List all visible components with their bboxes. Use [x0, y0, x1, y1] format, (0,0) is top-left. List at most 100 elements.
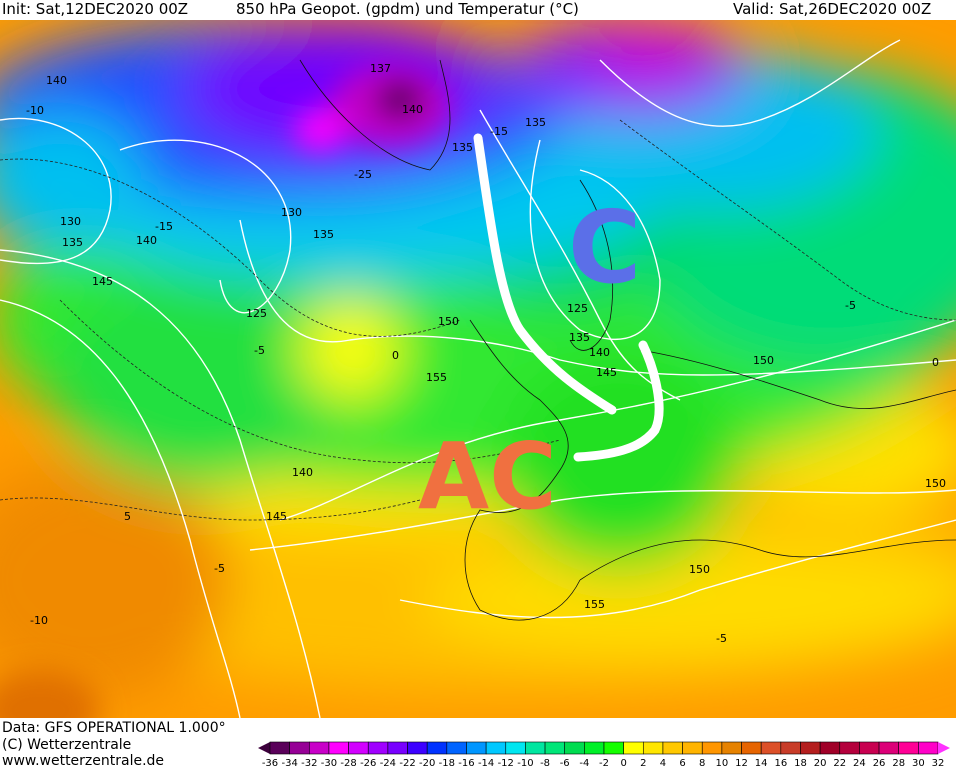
geopotential-contours	[0, 39, 956, 718]
temperature-label: -5	[716, 632, 727, 645]
colorbar-swatch	[426, 741, 448, 755]
geopotential-label: 150	[925, 477, 946, 490]
geopotential-label: 140	[136, 234, 157, 247]
geopotential-label: 125	[567, 302, 588, 315]
colorbar-tick-label: -32	[301, 758, 317, 768]
colorbar-tick-label: 12	[735, 758, 748, 768]
temperature-label: -5	[254, 344, 265, 357]
colorbar-swatch	[800, 741, 821, 755]
colorbar-tick-label: -6	[560, 758, 570, 768]
colorbar-swatch	[466, 741, 487, 755]
colorbar-swatch	[505, 741, 526, 755]
geopotential-labels: 140 137 140 135 135 130 135 140 145 130 …	[46, 62, 946, 611]
geopotential-label: 145	[596, 366, 617, 379]
colorbar-tick-label: -18	[439, 758, 455, 768]
low-annotation: C	[568, 189, 641, 306]
colorbar-tick-label: -20	[419, 758, 435, 768]
colorbar-swatch	[446, 741, 467, 755]
colorbar-swatch	[701, 741, 723, 755]
colorbar-swatch	[780, 741, 801, 755]
colorbar-tick-label: -4	[579, 758, 589, 768]
colorbar-tick-label: 14	[755, 758, 768, 768]
geopotential-label: 150	[438, 315, 459, 328]
geopotential-label: 135	[569, 331, 590, 344]
ridge-axis-line	[573, 340, 664, 462]
colorbar-swatch	[721, 741, 742, 755]
temperature-colorbar: -36 -34 -32 -30 -28 -26 -24 -22 -20 -18 -16 -14 -12-…	[258, 741, 950, 768]
colorbar-tick-label: 4	[660, 758, 666, 768]
geopotential-label: 135	[525, 116, 546, 129]
colorbar-tick-label: -10	[517, 758, 533, 768]
colorbar-under-arrow	[258, 742, 270, 754]
colorbar-swatch	[878, 741, 900, 755]
colorbar-tick-label: -12	[498, 758, 514, 768]
colorbar-swatch	[407, 741, 428, 755]
chart-title: 850 hPa Geopot. (gpdm) und Temperatur (°…	[236, 0, 579, 18]
geopotential-label: 140	[46, 74, 67, 87]
temperature-label: 0	[392, 349, 399, 362]
temperature-contours	[0, 119, 956, 521]
colorbar-swatch	[544, 741, 566, 755]
weather-map: 140 137 140 135 135 130 135 140 145 130 …	[0, 20, 956, 718]
geopotential-label: 150	[689, 563, 710, 576]
geopotential-label: 130	[60, 215, 81, 228]
colorbar-swatch	[328, 741, 349, 755]
colorbar-tick-label: -36	[262, 758, 278, 768]
colorbar-tick-label: -34	[281, 758, 297, 768]
colorbar-swatch	[741, 741, 762, 755]
temperature-label: -15	[490, 125, 508, 138]
colorbar-swatch	[387, 741, 408, 755]
geopotential-label: 155	[426, 371, 447, 384]
temperature-label: -5	[845, 299, 856, 312]
geopotential-label: 145	[92, 275, 113, 288]
colorbar-tick-label: -22	[399, 758, 415, 768]
colorbar-tick-label: 20	[814, 758, 827, 768]
colorbar-swatch	[760, 741, 782, 755]
colorbar-tick-label: 10	[716, 758, 729, 768]
colorbar-tick-label: 16	[774, 758, 787, 768]
colorbar-tick-label: 8	[699, 758, 705, 768]
colorbar-tick-label: -8	[540, 758, 550, 768]
colorbar-tick-label: 6	[679, 758, 685, 768]
website-link[interactable]: www.wetterzentrale.de	[2, 753, 165, 769]
temperature-label: 5	[124, 510, 131, 523]
temperature-label: -15	[155, 220, 173, 233]
colorbar-tick-label: 30	[912, 758, 925, 768]
geopotential-label: 125	[246, 307, 267, 320]
geopotential-label: 137	[370, 62, 391, 75]
colorbar-tick-label: -16	[458, 758, 474, 768]
colorbar-swatch	[485, 741, 507, 755]
colorbar-swatch	[348, 741, 369, 755]
colorbar-tick-label: -14	[478, 758, 494, 768]
temperature-label: -5	[214, 562, 225, 575]
colorbar-swatch	[289, 741, 310, 755]
temperature-label: -10	[26, 104, 44, 117]
geopotential-label: 140	[402, 103, 423, 116]
data-source: Data: GFS OPERATIONAL 1.000°	[2, 720, 226, 736]
colorbar-tick-label: 22	[833, 758, 846, 768]
colorbar-swatch	[819, 741, 841, 755]
geopotential-label: 135	[452, 141, 473, 154]
colorbar-tick-label: 18	[794, 758, 807, 768]
temperature-labels: -10 -15 -25 -5 0 5 -5 -10 -5 0 -5 -15	[26, 104, 939, 645]
geopotential-label: 150	[753, 354, 774, 367]
init-time: Init: Sat,12DEC2020 00Z	[2, 0, 189, 18]
geopotential-label: 135	[62, 236, 83, 249]
temperature-label: -10	[30, 614, 48, 627]
temperature-label: -25	[354, 168, 372, 181]
colorbar-tick-label: -2	[599, 758, 609, 768]
colorbar-swatch	[682, 741, 703, 755]
colorbar-swatch	[898, 741, 919, 755]
colorbar-tick-label: 28	[892, 758, 905, 768]
valid-time: Valid: Sat,26DEC2020 00Z	[733, 0, 932, 18]
temperature-label: 0	[932, 356, 939, 369]
colorbar-tick-label: -30	[321, 758, 337, 768]
colorbar-swatch	[859, 741, 880, 755]
colorbar-tick-label: -26	[360, 758, 376, 768]
temperature-field	[0, 20, 956, 718]
geopotential-label: 155	[584, 598, 605, 611]
colorbar-swatch	[839, 741, 860, 755]
coastlines	[299, 59, 956, 621]
trough-axis-line	[473, 133, 617, 415]
geopotential-label: 140	[292, 466, 313, 479]
